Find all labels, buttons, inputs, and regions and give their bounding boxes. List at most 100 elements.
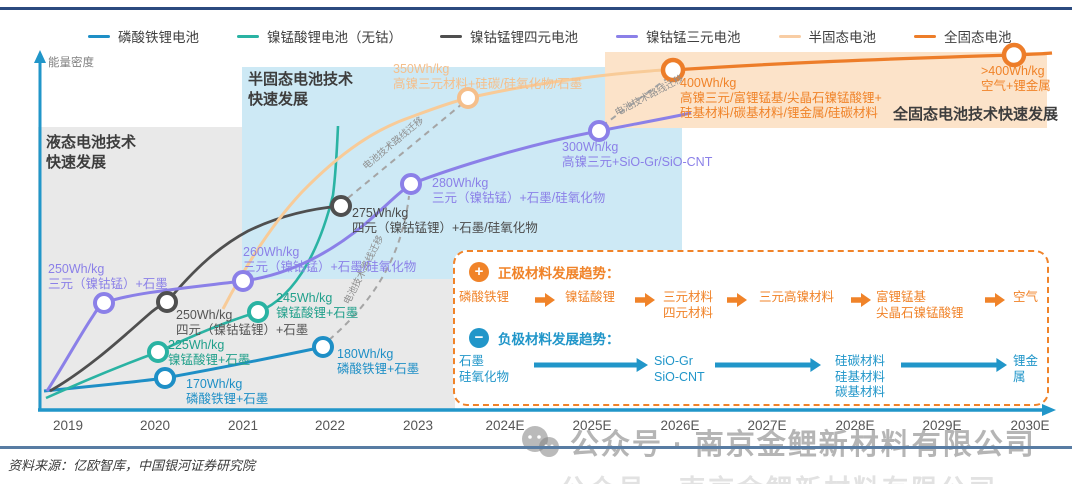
cathode-trend-title: 正极材料发展趋势： bbox=[498, 266, 620, 281]
annotation-materials: 高镍三元/富锂锰基/尖晶石镍锰酸锂+ bbox=[680, 90, 882, 105]
legend-label: 镍钴锰锂四元电池 bbox=[470, 30, 578, 45]
annotation-ternary-250: 250Wh/kg 三元（镍钴锰）+石墨 bbox=[48, 262, 168, 292]
point-lnmo-245 bbox=[247, 301, 269, 323]
legend: 磷酸铁锂电池 镍锰酸锂电池（无钴） 镍钴锰锂四元电池 镍钴锰三元电池 半固态电池… bbox=[88, 26, 1012, 46]
cathode-step-air: 空气 bbox=[1013, 290, 1039, 304]
annotation-value: 180Wh/kg bbox=[337, 347, 394, 361]
cathode-step-lnmo: 镍锰酸锂 bbox=[565, 290, 616, 304]
arrow-right-icon bbox=[851, 293, 871, 307]
source-note: 资料来源：亿欧智库，中国银河证券研究院 bbox=[8, 458, 256, 473]
annotation-quad-250: 250Wh/kg 四元（镍钴锰锂）+石墨 bbox=[176, 308, 308, 338]
legend-label: 半固态电池 bbox=[808, 30, 877, 45]
migration-link-quad-to-semi bbox=[347, 103, 463, 199]
x-tick-2021: 2021 bbox=[227, 418, 259, 433]
cathode-step-lfp: 磷酸铁锂 bbox=[459, 290, 510, 304]
x-tick-2025e: 2025E bbox=[572, 418, 612, 433]
y-axis-arrow bbox=[34, 50, 46, 63]
region-title-semisolid: 半固态电池技术 快速发展 bbox=[248, 71, 354, 108]
annotation-materials: 高镍三元材料+硅碳/硅氧化物/石墨 bbox=[393, 76, 583, 91]
annotation-allsolid-400: 400Wh/kg 高镍三元/富锂锰基/尖晶石镍锰酸锂+ 硅基材料/碳基材料/锂金… bbox=[680, 76, 882, 120]
x-tick-2022: 2022 bbox=[314, 418, 346, 433]
arrow-right-icon bbox=[635, 293, 655, 307]
annotation-lnmo-225: 225Wh/kg 镍锰酸锂+石墨 bbox=[168, 338, 250, 368]
annotation-quad-275: 275Wh/kg 四元（镍钴锰锂）+石墨/硅氧化物 bbox=[352, 206, 538, 236]
annotation-materials: 镍锰酸锂+石墨 bbox=[168, 352, 251, 367]
anode-trend-title: 负极材料发展趋势： bbox=[498, 332, 620, 347]
point-ternary-300 bbox=[588, 120, 610, 142]
cathode-step-high-nickel: 三元高镍材料 bbox=[759, 290, 835, 304]
annotation-allsolid-400plus: >400Wh/kg 空气+锂金属 bbox=[981, 64, 1051, 94]
point-ternary-280 bbox=[400, 173, 422, 195]
x-tick-2026e: 2026E bbox=[660, 418, 700, 433]
annotation-value: 245Wh/kg bbox=[276, 291, 333, 305]
point-quad-250 bbox=[156, 291, 178, 313]
arrow-right-icon bbox=[535, 293, 555, 307]
annotation-materials: 硅基材料/碳基材料/锂金属/硅碳材料 bbox=[680, 105, 878, 120]
point-lfp-170 bbox=[154, 367, 176, 389]
annotation-value: 225Wh/kg bbox=[168, 338, 225, 352]
legend-item-semisolid: 半固态电池 bbox=[778, 26, 877, 46]
migration-link-ternary-to-solid bbox=[601, 76, 670, 127]
minus-icon: − bbox=[469, 328, 489, 348]
annotation-lnmo-245: 245Wh/kg 镍锰酸锂+石墨 bbox=[276, 291, 358, 321]
x-tick-2019: 2019 bbox=[52, 418, 84, 433]
series-ternary-line bbox=[45, 111, 692, 392]
annotation-value: 280Wh/kg bbox=[432, 176, 489, 190]
point-quad-275 bbox=[330, 195, 352, 217]
top-divider bbox=[0, 7, 1072, 10]
annotation-semisolid-350: 350Wh/kg 高镍三元材料+硅碳/硅氧化物/石墨 bbox=[393, 62, 582, 92]
x-tick-2030e: 2030E bbox=[1010, 418, 1050, 433]
annotation-value: 275Wh/kg bbox=[352, 206, 409, 220]
x-tick-2029e: 2029E bbox=[922, 418, 962, 433]
x-tick-2020: 2020 bbox=[139, 418, 171, 433]
cathode-step-li-rich: 富锂锰基 尖晶石镍锰酸锂 bbox=[876, 290, 964, 320]
point-lnmo-225 bbox=[147, 341, 169, 363]
quaternary-line-swatch bbox=[440, 34, 462, 38]
arrow-right-icon bbox=[727, 293, 747, 307]
x-axis-arrow bbox=[1042, 404, 1056, 416]
anode-trend-header: − 负极材料发展趋势： bbox=[469, 328, 620, 348]
plus-icon: + bbox=[469, 262, 489, 282]
annotation-materials: 磷酸铁锂+石墨 bbox=[186, 391, 269, 406]
migration-link-lfp-to-ternary bbox=[328, 195, 410, 341]
anode-step-graphite: 石墨 硅氧化物 bbox=[459, 354, 510, 384]
legend-item-lnmo: 镍锰酸锂电池（无钴） bbox=[237, 26, 402, 46]
annotation-value: 250Wh/kg bbox=[48, 262, 105, 276]
cathode-step-ternary-quaternary: 三元材料 四元材料 bbox=[663, 290, 714, 320]
legend-item-lfp: 磷酸铁锂电池 bbox=[88, 26, 199, 46]
semisolid-line-swatch bbox=[778, 34, 801, 38]
annotation-ternary-300: 300Wh/kg 高镍三元+SiO-Gr/SiO-CNT bbox=[562, 140, 712, 170]
annotation-materials: 三元（镍钴锰）+石墨 bbox=[48, 276, 168, 291]
legend-item-allsolid: 全固态电池 bbox=[914, 26, 1012, 46]
legend-item-quaternary: 镍钴锰锂四元电池 bbox=[440, 26, 578, 46]
arrow-right-icon bbox=[985, 293, 1005, 307]
point-semisolid-350 bbox=[457, 87, 479, 109]
bottom-divider bbox=[0, 446, 1072, 449]
annotation-value: 260Wh/kg bbox=[243, 245, 300, 259]
annotation-materials: 高镍三元+SiO-Gr/SiO-CNT bbox=[562, 154, 713, 169]
annotation-value: 300Wh/kg bbox=[562, 140, 619, 154]
anode-step-silicon-carbon: 硅碳材料 硅基材料 碳基材料 bbox=[835, 354, 886, 400]
point-ternary-260 bbox=[232, 270, 254, 292]
point-allsolid-400 bbox=[660, 57, 686, 83]
anode-step-li-metal: 锂金属 bbox=[1013, 354, 1039, 384]
annotation-materials: 四元（镍钴锰锂）+石墨/硅氧化物 bbox=[352, 220, 538, 235]
ternary-line-swatch bbox=[616, 34, 638, 38]
x-tick-2028e: 2028E bbox=[835, 418, 875, 433]
annotation-ternary-280: 280Wh/kg 三元（镍钴锰）+石墨/硅氧化物 bbox=[432, 176, 605, 206]
x-tick-2024e: 2024E bbox=[485, 418, 525, 433]
annotation-lfp-170: 170Wh/kg 磷酸铁锂+石墨 bbox=[186, 377, 268, 407]
annotation-materials: 三元（镍钴锰）+石墨/硅氧化物 bbox=[243, 259, 417, 274]
annotation-materials: 镍锰酸锂+石墨 bbox=[276, 305, 359, 320]
anode-step-sio: SiO-Gr SiO-CNT bbox=[654, 354, 705, 384]
legend-item-ternary: 镍钴锰三元电池 bbox=[616, 26, 741, 46]
point-ternary-250 bbox=[93, 292, 115, 314]
annotation-value: 350Wh/kg bbox=[393, 62, 450, 76]
lfp-line-swatch bbox=[88, 34, 110, 38]
annotation-materials: 空气+锂金属 bbox=[981, 78, 1051, 93]
annotation-value: 250Wh/kg bbox=[176, 308, 233, 322]
x-tick-2027e: 2027E bbox=[747, 418, 787, 433]
legend-label: 磷酸铁锂电池 bbox=[118, 30, 199, 45]
